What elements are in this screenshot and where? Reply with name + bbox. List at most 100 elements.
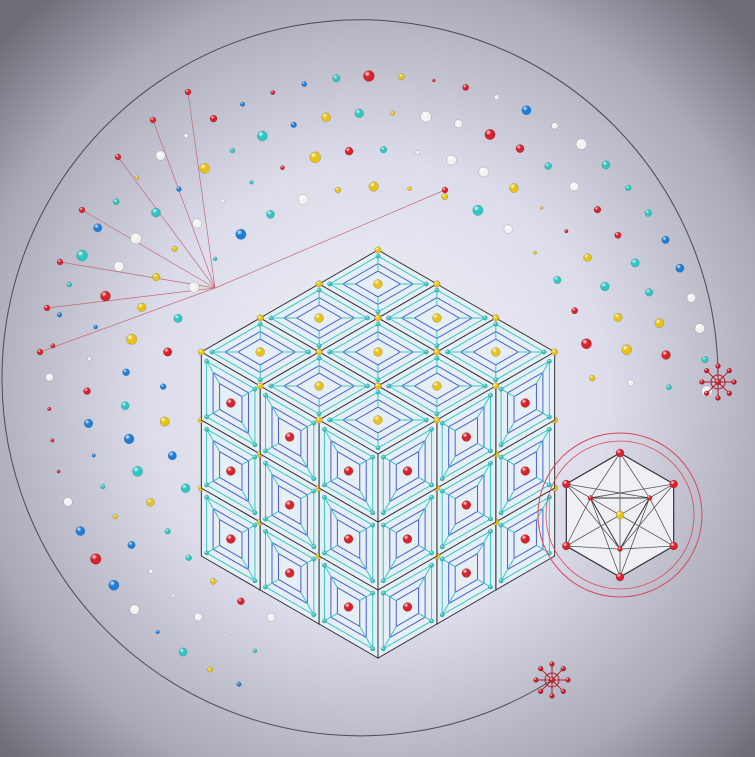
sphere-shine [332,74,341,83]
face-spoke [241,388,256,397]
face-spoke [241,490,256,514]
sphere-shine [322,550,327,556]
sphere-shine [549,661,555,667]
sphere-shine [661,350,671,360]
face-spoke [477,511,491,520]
sphere-shine [285,568,295,578]
sphere-shine [255,347,265,357]
sphere-shine [263,584,268,590]
sphere-shine [188,281,200,293]
sphere-shine [390,110,395,116]
sphere-shine [311,544,317,550]
sphere-shine [365,315,370,321]
sphere-shine [375,309,381,315]
sphere-shine [613,313,623,322]
face-spoke [382,558,397,582]
sphere-shine [433,416,441,424]
face-spoke [300,422,315,431]
sphere-shine [484,129,496,140]
sphere-shine [113,198,120,205]
sphere-shine [155,150,166,161]
sphere-shine [407,186,412,191]
sphere-shine [164,528,171,535]
sphere-shine [429,426,434,432]
face-spoke [300,592,315,616]
face-spoke [500,558,515,582]
sphere-shine [207,666,213,673]
sphere-shine [50,343,56,349]
sphere-shine [100,290,111,302]
sphere-shine [666,384,672,390]
face-spoke [359,456,373,465]
face-spoke [536,409,550,418]
sphere-shine [185,554,192,561]
face-spoke [324,545,338,554]
sphere-shine [600,281,610,291]
sphere-shine [57,259,63,265]
face-spoke [500,524,515,533]
sphere-shine [583,253,592,262]
sphere-shine [204,494,209,500]
sphere-shine [589,375,596,382]
sphere-shine [434,411,440,417]
sphere-shine [488,448,493,454]
ico-edge [566,483,650,499]
sphere-shine [173,314,183,323]
sphere-shine [135,175,139,180]
sphere-shine [398,73,405,80]
face-spoke [241,524,256,533]
sphere-shine [185,89,191,95]
ico-edge [590,452,621,499]
sphere-shine [442,187,448,193]
face-spoke [359,592,373,601]
sphere-shine [381,590,386,596]
sphere-shine [520,534,530,544]
face-spoke [265,394,279,418]
sphere-shine [311,612,317,618]
face-spoke [382,490,397,514]
face-spoke [323,496,338,520]
sphere-shine [498,442,504,448]
sphere-shine [540,206,544,210]
ico-edge [565,497,591,547]
sphere-shine [617,546,623,552]
face-spoke [359,558,374,582]
sphere-shine [654,318,664,328]
face-spoke [441,524,456,548]
sphere-shine [280,165,285,170]
sphere-shine [386,315,391,321]
sphere-shine [549,677,555,683]
face-spoke [206,409,220,418]
sphere-shine [257,314,264,322]
ico-ring [537,432,703,598]
face-spoke [383,524,397,533]
sphere-shine [386,383,391,389]
sphere-shine [100,484,106,489]
sphere-shine [45,373,54,382]
bursts [533,363,737,699]
fan-line [46,287,216,309]
sphere-shine [322,482,327,488]
sphere-shine [704,390,710,396]
sphere-shine [370,522,375,528]
face-spoke [206,496,221,520]
sphere-shine [108,580,119,591]
sphere-shine [616,449,624,457]
sphere-shine [316,355,322,361]
sphere-shine [494,94,500,100]
sphere-shine [311,476,317,482]
face-spoke [265,443,279,452]
sphere-shine [488,392,493,398]
sphere-shine [415,150,420,155]
ico-edge [619,452,650,499]
sphere-shine [488,584,493,590]
sphere-shine [569,181,579,192]
sphere-shine [547,414,552,420]
sphere-shine [226,534,236,544]
sphere-shine [146,498,155,507]
sphere-shine [631,258,640,268]
sphere-shine [204,414,209,420]
sphere-shine [252,522,258,528]
sphere-shine [268,315,274,321]
